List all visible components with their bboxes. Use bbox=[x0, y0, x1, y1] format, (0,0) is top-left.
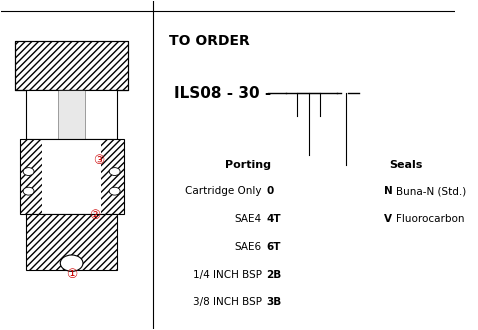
Bar bbox=[15, 41, 128, 90]
Text: ILS08 - 30 -: ILS08 - 30 - bbox=[174, 85, 271, 101]
Bar bbox=[15, 41, 128, 90]
Text: ②: ② bbox=[88, 209, 100, 222]
Circle shape bbox=[60, 255, 83, 271]
Bar bbox=[26, 214, 117, 270]
Text: Buna-N (Std.): Buna-N (Std.) bbox=[396, 186, 466, 196]
Text: 3B: 3B bbox=[266, 297, 282, 308]
Text: Cartridge Only: Cartridge Only bbox=[185, 186, 262, 196]
Circle shape bbox=[23, 187, 34, 195]
Text: N: N bbox=[384, 186, 393, 196]
Text: ①: ① bbox=[66, 268, 77, 281]
Text: Porting: Porting bbox=[225, 160, 272, 170]
Bar bbox=[20, 139, 124, 214]
Bar bbox=[20, 139, 42, 214]
Circle shape bbox=[109, 168, 120, 176]
Text: 4T: 4T bbox=[266, 214, 281, 224]
Text: Seals: Seals bbox=[389, 160, 422, 170]
Circle shape bbox=[23, 168, 34, 176]
Bar bbox=[26, 214, 117, 270]
Text: 6T: 6T bbox=[266, 242, 281, 252]
Bar bbox=[58, 90, 85, 198]
Text: 3/8 INCH BSP: 3/8 INCH BSP bbox=[193, 297, 262, 308]
Text: SAE4: SAE4 bbox=[235, 214, 262, 224]
Bar bbox=[26, 90, 117, 139]
Text: TO ORDER: TO ORDER bbox=[169, 34, 250, 48]
Text: 0: 0 bbox=[266, 186, 274, 196]
Circle shape bbox=[109, 187, 120, 195]
Text: ③: ③ bbox=[93, 153, 104, 167]
Bar bbox=[101, 139, 124, 214]
Text: 1/4 INCH BSP: 1/4 INCH BSP bbox=[193, 270, 262, 280]
Text: SAE6: SAE6 bbox=[235, 242, 262, 252]
Text: 2B: 2B bbox=[266, 270, 282, 280]
Text: Fluorocarbon: Fluorocarbon bbox=[396, 214, 464, 224]
Text: V: V bbox=[384, 214, 392, 224]
